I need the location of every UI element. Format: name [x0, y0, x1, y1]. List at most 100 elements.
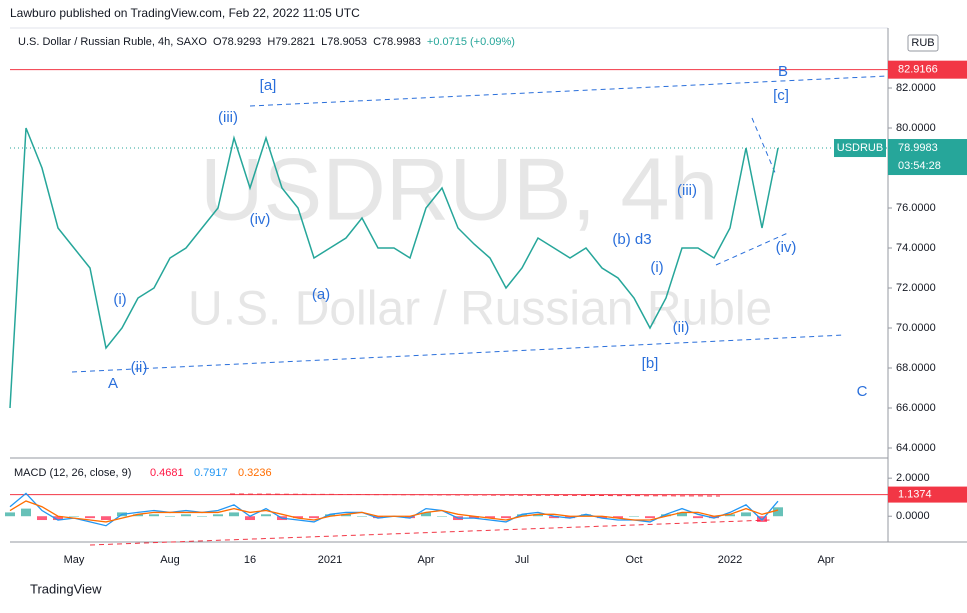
wave-label: (i): [650, 259, 663, 276]
wave-label: [c]: [773, 87, 789, 104]
trendline: [715, 231, 791, 266]
signal-value: 0.3236: [238, 467, 272, 479]
histogram-bar: [149, 514, 159, 517]
histogram-bar: [533, 514, 543, 517]
y-tick-label: 76.0000: [896, 202, 936, 214]
y-tick-label: 0.0000: [896, 510, 930, 522]
trendline: [751, 117, 777, 176]
watermark-name: U.S. Dollar / Russian Ruble: [188, 283, 772, 336]
wave-label: (i): [113, 291, 126, 308]
y-tick-label: 64.0000: [896, 442, 936, 454]
symbol: U.S. Dollar / Russian Ruble, 4h, SAXO O7…: [18, 36, 515, 48]
change: +0.0715 (+0.09%): [427, 36, 515, 48]
price-line: [9, 127, 779, 409]
level-label: 1.1374: [898, 488, 932, 500]
x-tick-label: 2021: [318, 554, 342, 566]
last-tag: [834, 139, 886, 158]
x-tick-label: Oct: [625, 554, 642, 566]
macd-hist-value: 0.4681: [150, 467, 184, 479]
trendline: [249, 75, 889, 107]
last-price-tag: [888, 139, 967, 176]
histogram-bar: [485, 516, 495, 519]
x-tick-label: May: [64, 554, 85, 566]
y-tick-label: 2.0000: [896, 472, 930, 484]
symbol-text: U.S. Dollar / Russian Ruble, 4h, SAXO: [18, 36, 207, 48]
histogram-bar: [677, 512, 687, 517]
signal-line: [9, 500, 779, 523]
currency: RUB: [911, 37, 934, 49]
histogram-bar: [373, 516, 383, 519]
watermark-ticker: USDRUB, 4h: [200, 139, 718, 238]
wave-label: B: [778, 63, 788, 80]
x-tick-label: Jul: [515, 554, 529, 566]
histogram-bar: [629, 516, 639, 517]
trendline: [71, 334, 846, 373]
histogram-bar: [517, 514, 527, 517]
x-tick-label: Apr: [417, 554, 434, 566]
wave-label: (iii): [677, 182, 697, 199]
last-tag-name: USDRUB: [837, 142, 883, 154]
histogram-bar: [613, 516, 623, 519]
histogram-bar: [293, 516, 303, 519]
currency-box: [907, 34, 939, 52]
histogram-bar: [197, 516, 207, 517]
macd-title: MACD (12, 26, close, 9): [14, 467, 131, 479]
histogram-bar: [357, 516, 367, 517]
footer: TradingView: [30, 581, 102, 596]
wave-label: (iv): [250, 211, 271, 228]
macd-trendline: [89, 519, 771, 546]
published: Lawburo published on TradingView.com, Fe…: [10, 6, 360, 20]
histogram-bar: [709, 516, 719, 519]
histogram-bar: [229, 512, 239, 517]
histogram-bar: [165, 516, 175, 517]
wave-label: A: [108, 375, 118, 392]
y-tick-label: 72.0000: [896, 282, 936, 294]
wave-label: (a): [312, 286, 330, 303]
histogram-bar: [565, 516, 575, 519]
close: C78.9983: [373, 36, 421, 48]
histogram-bar: [21, 508, 31, 517]
wave-label: (iii): [218, 109, 238, 126]
histogram-bar: [405, 516, 415, 519]
high: H79.2821: [267, 36, 315, 48]
wave-label: (b) d3: [612, 231, 651, 248]
histogram-bar: [693, 516, 703, 519]
histogram-bar: [645, 516, 655, 519]
histogram-bar: [245, 516, 255, 521]
histogram-bar: [5, 512, 15, 517]
level-tag: [888, 60, 967, 79]
histogram-bar: [549, 516, 559, 519]
x-tick-label: Aug: [160, 554, 180, 566]
histogram-bar: [581, 514, 591, 517]
histogram-bar: [325, 514, 335, 517]
y-tick-label: 70.0000: [896, 322, 936, 334]
y-tick-label: 82.0000: [896, 82, 936, 94]
histogram-bar: [213, 514, 223, 517]
wave-label: (ii): [131, 359, 148, 376]
x-tick-label: Apr: [817, 554, 834, 566]
y-tick-label: 74.0000: [896, 242, 936, 254]
histogram-bar: [133, 514, 143, 517]
histogram-bar: [597, 516, 607, 519]
y-tick-label: 68.0000: [896, 362, 936, 374]
wave-label: [a]: [260, 77, 277, 94]
open: O78.9293: [213, 36, 261, 48]
histogram-bar: [741, 512, 751, 517]
histogram-bar: [437, 516, 447, 517]
histogram-bar: [37, 516, 47, 521]
level-tag: [888, 486, 967, 503]
histogram-bar: [309, 516, 319, 519]
level-label: 82.9166: [898, 64, 938, 76]
histogram-bar: [85, 516, 95, 519]
histogram-bar: [101, 516, 111, 521]
histogram-bar: [725, 514, 735, 517]
low: L78.9053: [321, 36, 367, 48]
y-tick-label: 66.0000: [896, 402, 936, 414]
x-tick-label: 16: [244, 554, 256, 566]
histogram-bar: [261, 514, 271, 517]
histogram-bar: [341, 514, 351, 517]
histogram-bar: [501, 516, 511, 519]
wave-label: (ii): [673, 319, 690, 336]
